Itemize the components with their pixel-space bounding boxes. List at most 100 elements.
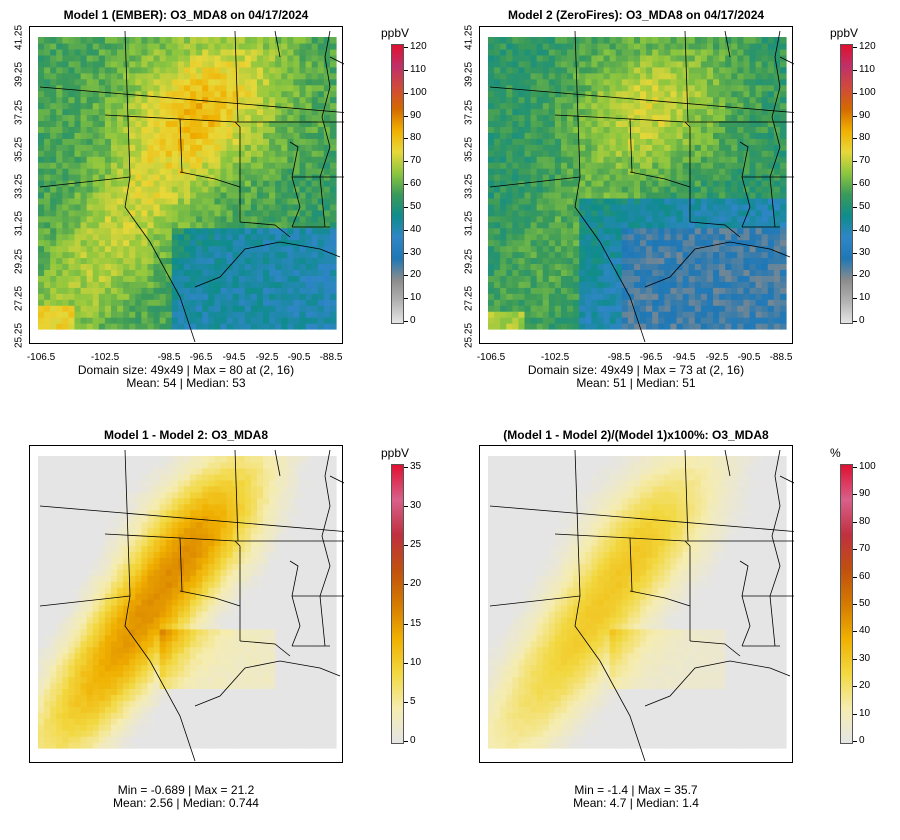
grid-cell [548,120,556,127]
grid-cell [579,108,586,116]
grid-cell [147,84,155,92]
grid-cell [518,54,526,62]
grid-cell [567,72,574,80]
grid-cell [536,191,544,199]
grid-cell [226,48,234,56]
grid-cell [62,180,70,187]
grid-cell [591,317,599,324]
grid-cell [117,263,124,271]
grid-cell [676,156,684,163]
grid-cell [585,78,592,86]
grid-cell [731,150,738,157]
grid-cell [165,144,173,151]
grid-cell [256,114,264,122]
grid-cell [214,227,222,235]
grid-cell [560,162,568,169]
grid-cell [755,48,763,56]
grid-cell [706,156,714,163]
grid-cell [506,245,513,253]
grid-cell [104,126,112,133]
grid-cell [92,84,100,92]
grid-cell [202,180,209,187]
grid-cell [147,263,155,271]
grid-cell [688,185,696,193]
grid-cell [554,42,562,50]
grid-cell [74,54,82,62]
grid-cell [196,120,203,127]
grid-cell [220,108,228,116]
grid-cell [658,233,665,241]
grid-cell [682,42,690,50]
grid-cell [171,144,179,151]
grid-cell [567,275,574,282]
grid-cell [646,323,653,330]
grid-cell [573,221,580,229]
grid-cell [731,245,738,253]
grid-cell [159,227,167,235]
grid-cell [329,84,337,92]
grid-cell [615,168,623,175]
grid-cell [62,144,70,151]
grid-cell [153,78,161,86]
grid-cell [609,227,617,235]
grid-cell [536,138,544,145]
grid-cell [171,317,179,324]
x-tick-label: -98.5 [157,352,181,363]
grid-cell [250,281,258,288]
grid-cell [226,150,234,157]
grid-cell [761,180,769,187]
grid-cell [719,251,726,259]
grid-cell [706,317,714,324]
grid-cell [299,191,307,199]
grid-cell [658,168,665,175]
grid-cell [269,317,276,324]
grid-cell [256,138,264,145]
grid-cell [74,251,82,259]
grid-cell [603,96,611,104]
grid-cell [38,317,45,324]
grid-cell [773,311,781,318]
grid-cell [530,197,538,205]
grid-cell [244,174,252,181]
grid-cell [129,227,136,235]
grid-cell [244,42,252,50]
grid-cell [646,215,653,223]
grid-cell [56,281,63,288]
grid-cell [573,263,580,271]
grid-cell [494,221,501,229]
grid-cell [323,245,331,253]
grid-cell [773,185,781,193]
grid-cell [573,251,580,259]
grid-cell [104,180,112,187]
grid-cell [190,37,197,44]
grid-cell [244,72,252,80]
grid-cell [658,281,665,288]
grid-cell [779,317,787,324]
grid-cell [609,293,617,300]
grid-cell [603,60,611,68]
grid-cell [287,191,295,199]
grid-cell [779,180,787,187]
grid-cell [329,263,337,271]
grid-cell [250,299,258,306]
grid-cell [329,48,337,56]
grid-cell [488,102,495,110]
grid-cell [609,323,617,330]
grid-cell [38,287,45,294]
grid-cell [311,221,319,229]
grid-cell [208,251,215,259]
grid-cell [646,245,653,253]
grid-cell [305,317,313,324]
grid-cell [44,305,51,312]
grid-cell [700,150,708,157]
grid-cell [250,191,258,199]
grid-cell [80,209,88,217]
grid-cell [585,191,592,199]
grid-cell [50,251,57,259]
grid-cell [506,72,513,80]
grid-cell [725,174,732,181]
grid-cell [159,299,167,306]
grid-cell [670,305,678,312]
grid-cell [44,239,51,247]
grid-cell [263,132,270,139]
